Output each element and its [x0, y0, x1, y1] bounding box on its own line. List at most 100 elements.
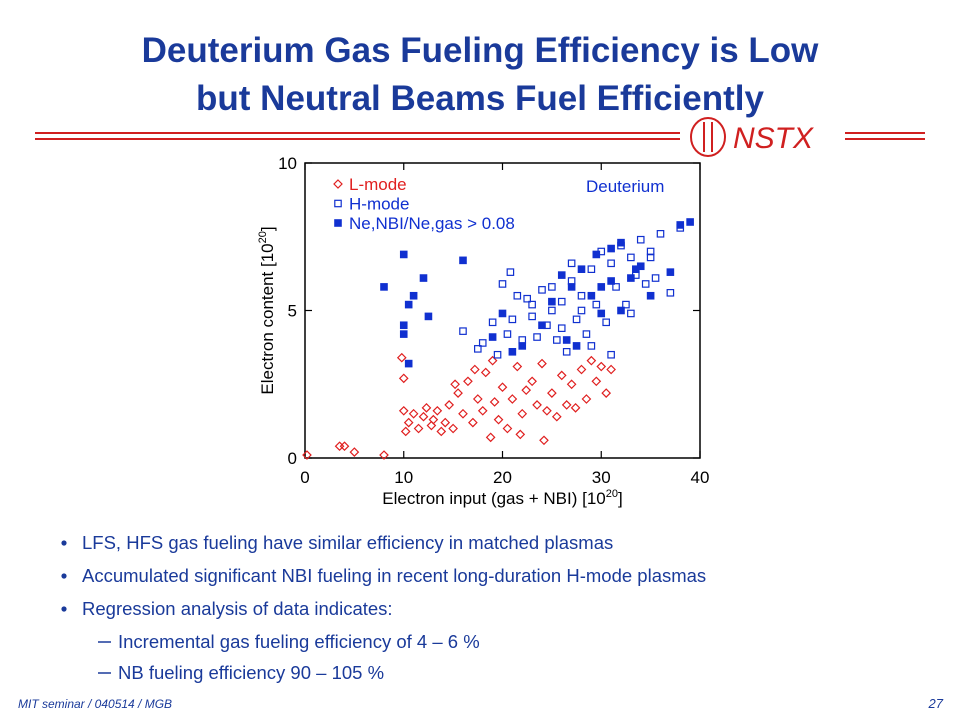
- point: [557, 297, 566, 306]
- point: [676, 221, 685, 229]
- point: [532, 400, 542, 410]
- bullet-list: LFS, HFS gas fueling have similar effici…: [61, 532, 706, 683]
- point: [537, 358, 547, 369]
- point: [480, 367, 491, 378]
- point: [506, 268, 515, 276]
- footer: MIT seminar / 040514 / MGB: [18, 697, 172, 711]
- point: [597, 309, 606, 318]
- point: [562, 336, 571, 344]
- point: [572, 315, 581, 324]
- point: [450, 379, 460, 390]
- bullet-text: LFS, HFS gas fueling have similar effici…: [82, 532, 613, 553]
- point: [508, 315, 517, 324]
- point: [512, 361, 523, 372]
- point: [399, 250, 408, 259]
- point: [459, 256, 467, 265]
- point: [606, 364, 616, 375]
- point: [517, 408, 528, 419]
- bullet-dot: [61, 573, 67, 579]
- y-tick-label: 10: [278, 154, 297, 173]
- point: [551, 411, 562, 422]
- point: [400, 426, 411, 437]
- point: [612, 283, 620, 291]
- x-tick-label: 30: [592, 468, 611, 487]
- point: [548, 306, 556, 315]
- point: [572, 342, 581, 350]
- point: [497, 382, 508, 393]
- point: [602, 318, 610, 327]
- point: [470, 364, 480, 375]
- point: [666, 268, 675, 276]
- point: [487, 355, 498, 366]
- point: [539, 435, 549, 446]
- point: [542, 405, 552, 416]
- bullet-text: Accumulated significant NBI fueling in r…: [82, 565, 706, 586]
- y-tick-label: 0: [288, 449, 297, 468]
- point: [587, 342, 596, 350]
- point: [557, 324, 566, 333]
- x-tick-label: 10: [394, 468, 413, 487]
- y-tick-label: 5: [288, 302, 297, 321]
- point: [601, 388, 612, 398]
- point: [576, 364, 587, 375]
- legend-marker: [334, 199, 342, 208]
- point: [651, 274, 660, 282]
- point: [502, 423, 513, 434]
- point: [627, 309, 635, 318]
- point: [556, 370, 567, 381]
- point: [507, 394, 518, 404]
- point: [413, 423, 424, 434]
- point: [426, 420, 437, 431]
- point: [453, 388, 463, 398]
- x-tick-label: 40: [691, 468, 710, 487]
- point: [567, 283, 576, 291]
- point: [656, 230, 665, 238]
- point: [440, 417, 451, 428]
- point: [424, 312, 433, 321]
- bullet-dot: [61, 540, 67, 546]
- title-line: Deuterium Gas Fueling Efficiency is Low: [142, 31, 820, 70]
- point: [428, 414, 439, 425]
- point: [591, 376, 602, 387]
- point: [597, 283, 606, 291]
- point: [587, 265, 596, 274]
- point: [503, 330, 512, 338]
- point: [577, 306, 586, 315]
- point: [533, 333, 541, 341]
- logo: NSTX: [690, 117, 814, 157]
- point: [582, 330, 591, 338]
- x-axis-label-part: Electron input (gas + NBI) [10: [382, 489, 605, 508]
- x-tick-label: 20: [493, 468, 512, 487]
- x-tick-label: 0: [300, 468, 309, 487]
- point: [498, 280, 507, 288]
- point: [627, 274, 635, 282]
- point: [641, 280, 650, 288]
- y-axis-label-part: 20: [257, 231, 269, 243]
- point: [404, 300, 413, 309]
- point: [515, 429, 526, 440]
- annotation: Deuterium: [586, 177, 664, 196]
- point: [478, 339, 487, 347]
- point: [485, 432, 496, 443]
- point: [463, 376, 473, 387]
- point: [403, 417, 414, 428]
- point: [474, 345, 482, 353]
- point: [493, 350, 502, 359]
- sub-bullet-text: NB fueling efficiency 90 – 105 %: [118, 662, 384, 683]
- point: [622, 300, 630, 309]
- legend-marker: [334, 219, 342, 227]
- point: [581, 394, 592, 404]
- logo-text: NSTX: [733, 122, 814, 155]
- point: [477, 405, 488, 416]
- point: [577, 265, 586, 274]
- title-rule: [35, 132, 925, 140]
- point: [418, 411, 429, 422]
- point: [548, 297, 556, 306]
- point: [493, 414, 504, 425]
- point: [339, 441, 350, 452]
- point: [627, 253, 635, 262]
- point: [419, 274, 428, 282]
- page-number: 27: [928, 696, 944, 711]
